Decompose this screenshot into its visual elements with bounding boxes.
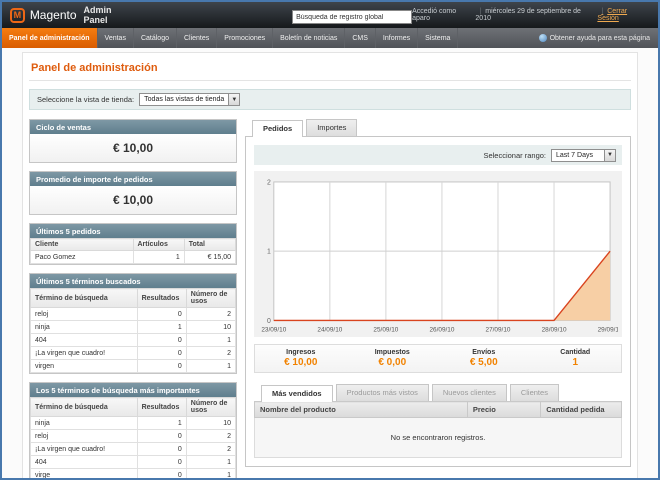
- tab-new-customers[interactable]: Nuevos clientes: [431, 384, 507, 402]
- lifetime-sales-value: € 10,00: [30, 134, 236, 162]
- orders-chart-svg: 23/09/10 24/09/10 25/09/10 26/09/10 27/09/10…: [261, 179, 618, 333]
- table-row[interactable]: ¡La virgen que cuadro! 0 2: [30, 442, 237, 456]
- empty-records-message: No se encontraron registros.: [254, 417, 622, 459]
- table-row[interactable]: ninja 1 10: [30, 416, 237, 430]
- range-select[interactable]: Last 7 Days ▼: [551, 148, 616, 162]
- tab-customers[interactable]: Clientes: [509, 384, 559, 402]
- total-revenue: Ingresos € 10,00: [284, 349, 318, 369]
- table-row[interactable]: reloj 0 2: [30, 307, 237, 321]
- top-search-table: Término de búsqueda Resultados Número de…: [30, 397, 237, 478]
- svg-text:2: 2: [267, 179, 271, 186]
- total-quantity: Cantidad 1: [560, 349, 591, 369]
- last-orders-title: Últimos 5 pedidos: [30, 224, 236, 238]
- nav-item-system[interactable]: Sistema: [418, 28, 459, 48]
- col-total: Total: [183, 238, 237, 251]
- svg-text:0: 0: [267, 318, 271, 325]
- svg-text:26/09/10: 26/09/10: [429, 326, 454, 333]
- svg-text:29/09/10: 29/09/10: [598, 326, 618, 333]
- diagram-tabs: Pedidos Importes: [245, 119, 631, 137]
- logged-in-as: Accedió como aparo: [412, 8, 457, 22]
- col-price: Precio: [466, 401, 542, 419]
- svg-text:27/09/10: 27/09/10: [486, 326, 511, 333]
- dashboard-left-column: Ciclo de ventas € 10,00 Promedio de impo…: [29, 119, 237, 478]
- total-tax: Impuestos € 0,00: [374, 349, 410, 369]
- average-orders-box: Promedio de importe de pedidos € 10,00: [29, 171, 237, 215]
- last-search-box: Últimos 5 términos buscados Término de b…: [29, 273, 237, 374]
- tab-amounts[interactable]: Importes: [306, 119, 358, 136]
- top-search-box: Los 5 términos de búsqueda más important…: [29, 382, 237, 478]
- svg-text:23/09/10: 23/09/10: [261, 326, 286, 333]
- table-row[interactable]: 404 0 1: [30, 333, 237, 347]
- last-search-table: Término de búsqueda Resultados Número de…: [30, 288, 237, 373]
- page-help-link[interactable]: Obtener ayuda para esta página: [531, 28, 658, 48]
- svg-text:28/09/10: 28/09/10: [542, 326, 567, 333]
- table-row[interactable]: virge 0 1: [30, 468, 237, 478]
- tab-most-viewed[interactable]: Productos más vistos: [335, 384, 429, 402]
- nav-item-sales[interactable]: Ventas: [98, 28, 134, 48]
- orders-chart: 23/09/10 24/09/10 25/09/10 26/09/10 27/09/10…: [254, 171, 622, 338]
- lifetime-sales-title: Ciclo de ventas: [30, 120, 236, 134]
- nav-item-customers[interactable]: Clientes: [177, 28, 218, 48]
- col-customer: Cliente: [30, 238, 134, 251]
- magento-logo-icon: M: [10, 7, 25, 23]
- nav-item-reports[interactable]: Informes: [376, 28, 419, 48]
- last-search-title: Últimos 5 términos buscados: [30, 274, 236, 288]
- table-row[interactable]: reloj 0 2: [30, 429, 237, 443]
- tab-orders[interactable]: Pedidos: [252, 120, 304, 137]
- chevron-down-icon: ▼: [228, 94, 240, 105]
- col-qty-ordered: Cantidad pedida: [540, 401, 622, 419]
- bestsellers-table: Nombre del producto Precio Cantidad pedi…: [254, 401, 622, 459]
- col-items: Artículos: [132, 238, 185, 251]
- diagram-panel: Seleccionar rango: Last 7 Days ▼ 23/09/1…: [245, 136, 631, 468]
- lifetime-sales-box: Ciclo de ventas € 10,00: [29, 119, 237, 163]
- range-label: Seleccionar rango:: [483, 150, 546, 160]
- store-view-switcher: Seleccione la vista de tienda: Todas las…: [29, 89, 631, 110]
- nav-item-catalog[interactable]: Catálogo: [134, 28, 177, 48]
- last-orders-table: Cliente Artículos Total Paco Gomez 1 € 1…: [30, 238, 237, 264]
- svg-text:24/09/10: 24/09/10: [317, 326, 342, 333]
- magento-logo: M Magento Admin Panel: [10, 5, 137, 25]
- help-icon: [538, 34, 547, 42]
- total-shipping: Envíos € 5,00: [469, 349, 498, 369]
- table-row[interactable]: ¡La virgen que cuadro! 0 2: [30, 346, 237, 360]
- chevron-down-icon: ▼: [604, 149, 615, 161]
- page-title: Panel de administración: [29, 59, 631, 81]
- global-search-input[interactable]: [292, 10, 413, 25]
- last-orders-box: Últimos 5 pedidos Cliente Artículos Tota…: [29, 223, 237, 265]
- nav-item-cms[interactable]: CMS: [345, 28, 376, 48]
- tab-bestsellers[interactable]: Más vendidos: [261, 385, 333, 403]
- nav-item-newsletter[interactable]: Boletín de noticias: [273, 28, 346, 48]
- store-view-label: Seleccione la vista de tienda:: [37, 95, 135, 104]
- header: M Magento Admin Panel Accedió como aparo…: [2, 2, 658, 28]
- main-nav: Panel de administración Ventas Catálogo …: [2, 28, 658, 48]
- average-orders-title: Promedio de importe de pedidos: [30, 172, 236, 186]
- table-row[interactable]: Paco Gomez 1 € 15,00: [30, 250, 237, 264]
- nav-item-dashboard[interactable]: Panel de administración: [2, 28, 98, 48]
- grids-tabs: Más vendidos Productos más vistos Nuevos…: [254, 384, 622, 403]
- totals-bar: Ingresos € 10,00 Impuestos € 0,00 Envíos…: [254, 344, 622, 374]
- logo-name: Magento: [29, 8, 77, 22]
- svg-text:25/09/10: 25/09/10: [373, 326, 398, 333]
- range-bar: Seleccionar rango: Last 7 Days ▼: [254, 145, 622, 165]
- svg-text:1: 1: [267, 249, 271, 256]
- logo-subtitle: Admin Panel: [83, 5, 112, 25]
- content-area: Panel de administración Seleccione la vi…: [22, 52, 638, 478]
- average-orders-value: € 10,00: [30, 186, 236, 214]
- logout-link[interactable]: Cerrar Sesión: [597, 8, 650, 22]
- nav-item-promotions[interactable]: Promociones: [217, 28, 274, 48]
- table-row[interactable]: 404 0 1: [30, 455, 237, 469]
- col-product-name: Nombre del producto: [254, 401, 468, 419]
- store-view-select[interactable]: Todas las vistas de tienda ▼: [139, 93, 241, 106]
- dashboard-main-column: Pedidos Importes Seleccionar rango: Last…: [245, 119, 631, 468]
- current-date: miércoles 29 de septiembre de 2010: [475, 8, 597, 22]
- table-row[interactable]: virgen 0 1: [30, 359, 237, 373]
- top-search-title: Los 5 términos de búsqueda más important…: [30, 383, 236, 397]
- table-row[interactable]: ninja 1 10: [30, 320, 237, 334]
